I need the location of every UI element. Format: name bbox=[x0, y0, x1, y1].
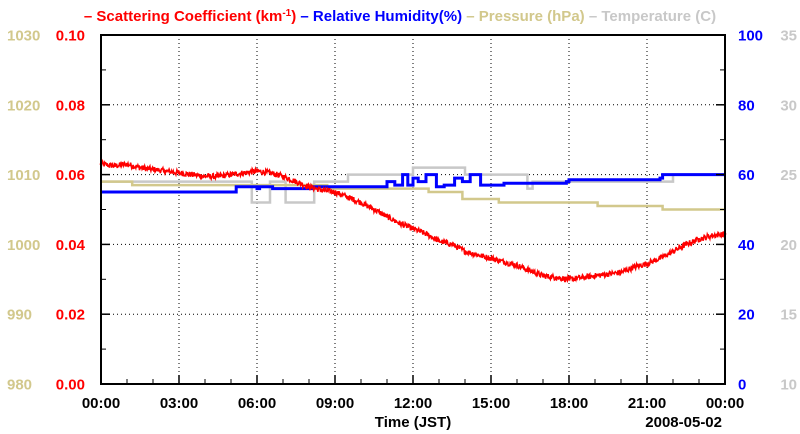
legend: – Scattering Coefficient (km-1) – Relati… bbox=[84, 8, 716, 26]
scattering-point bbox=[320, 189, 324, 192]
scattering-point bbox=[593, 274, 597, 278]
legend-entry: – Scattering Coefficient (km bbox=[84, 8, 282, 25]
scattering-point bbox=[190, 173, 194, 176]
scattering-point bbox=[541, 274, 545, 278]
humidity-axis-tick-label: 100 bbox=[738, 28, 763, 45]
scattering-point bbox=[710, 234, 714, 237]
legend-entry: – Relative Humidity(%) bbox=[296, 8, 462, 25]
date-label: 2008-05-02 bbox=[645, 414, 722, 431]
scattering-point bbox=[502, 260, 506, 264]
scattering-axis-tick-label: 0.06 bbox=[56, 167, 85, 184]
temperature-axis-tick-label: 10 bbox=[780, 377, 797, 394]
scattering-point bbox=[385, 215, 389, 218]
scattering-point bbox=[567, 278, 571, 281]
x-tick-label: 18:00 bbox=[550, 395, 588, 412]
scattering-axis-tick-label: 0.02 bbox=[56, 307, 85, 324]
scattering-axis-tick-label: 0.04 bbox=[56, 237, 86, 254]
scattering-point bbox=[515, 264, 519, 267]
x-tick-label: 21:00 bbox=[628, 395, 666, 412]
humidity-axis-tick-label: 20 bbox=[738, 307, 755, 324]
scattering-axis-tick-label: 0.00 bbox=[56, 377, 85, 394]
scattering-point bbox=[489, 257, 493, 260]
scattering-point bbox=[476, 253, 480, 257]
scattering-point bbox=[528, 269, 532, 272]
plot-area bbox=[99, 158, 727, 284]
x-tick-label: 00:00 bbox=[706, 395, 744, 412]
scattering-point bbox=[619, 271, 623, 274]
scattering-axis-tick-label: 0.10 bbox=[56, 28, 85, 45]
grid bbox=[101, 35, 725, 384]
scattering-point bbox=[112, 164, 116, 168]
scattering-point bbox=[450, 243, 454, 246]
scattering-point bbox=[177, 171, 181, 175]
pressure-axis-tick-label: 990 bbox=[7, 307, 32, 324]
x-tick-label: 06:00 bbox=[238, 395, 276, 412]
scattering-point bbox=[294, 180, 298, 183]
scattering-point bbox=[580, 276, 584, 279]
scattering-axis-tick-label: 0.08 bbox=[56, 97, 85, 114]
x-axis-label: Time (JST) bbox=[375, 414, 451, 431]
scattering-point bbox=[242, 171, 246, 175]
pressure-axis-tick-label: 1020 bbox=[7, 97, 40, 114]
temperature-axis-tick-label: 35 bbox=[780, 28, 797, 45]
x-tick-label: 15:00 bbox=[472, 395, 510, 412]
scattering-point bbox=[437, 239, 441, 243]
scattering-point bbox=[671, 250, 675, 253]
scattering-point bbox=[229, 173, 233, 176]
scattering-point bbox=[411, 227, 415, 230]
scattering-point bbox=[424, 232, 428, 236]
scattering-point bbox=[346, 196, 350, 199]
humidity-axis-tick-label: 0 bbox=[738, 377, 746, 394]
legend-line: – Scattering Coefficient (km-1) – Relati… bbox=[84, 8, 716, 26]
x-tick-label: 03:00 bbox=[160, 395, 198, 412]
scattering-point bbox=[697, 237, 701, 241]
scattering-point bbox=[606, 272, 610, 276]
scattering-point bbox=[216, 175, 220, 178]
scattering-point bbox=[645, 262, 649, 265]
legend-superscript: -1 bbox=[282, 8, 291, 19]
series-relative-humidity bbox=[101, 173, 725, 194]
legend-entry: – Temperature (C) bbox=[585, 8, 716, 25]
scattering-point bbox=[281, 175, 285, 178]
scattering-point bbox=[359, 201, 363, 204]
humidity-axis-tick-label: 80 bbox=[738, 97, 755, 114]
temperature-axis-tick-label: 25 bbox=[780, 167, 797, 184]
scattering-point bbox=[307, 185, 311, 189]
axes: 10301020101010009909800.100.080.060.040.… bbox=[7, 28, 797, 413]
scattering-point bbox=[372, 208, 376, 211]
pressure-axis-tick-label: 1000 bbox=[7, 237, 40, 254]
temperature-axis-tick-label: 20 bbox=[780, 237, 797, 254]
scattering-point bbox=[333, 190, 337, 194]
scattering-point bbox=[463, 250, 467, 253]
scattering-point bbox=[125, 162, 129, 166]
scattering-point bbox=[203, 175, 207, 178]
scattering-point bbox=[255, 169, 259, 173]
temperature-axis-tick-label: 30 bbox=[780, 97, 797, 114]
legend-entry: – Pressure (hPa) bbox=[462, 8, 585, 25]
scattering-point bbox=[138, 166, 142, 169]
x-tick-label: 09:00 bbox=[316, 395, 354, 412]
x-tick-label: 12:00 bbox=[394, 395, 432, 412]
scattering-point bbox=[632, 265, 636, 269]
series-temperature bbox=[101, 166, 725, 204]
scattering-point bbox=[268, 171, 272, 175]
temperature-axis-tick-label: 15 bbox=[780, 307, 797, 324]
series-pressure bbox=[101, 180, 725, 211]
x-tick-label: 00:00 bbox=[82, 395, 120, 412]
scattering-point bbox=[658, 257, 662, 260]
humidity-axis-tick-label: 60 bbox=[738, 167, 755, 184]
scattering-point bbox=[164, 169, 168, 173]
humidity-axis-tick-label: 40 bbox=[738, 237, 755, 254]
legend-entry-tail: ) bbox=[291, 8, 296, 25]
pressure-axis-tick-label: 1030 bbox=[7, 28, 40, 45]
scattering-point bbox=[684, 243, 688, 246]
scattering-point bbox=[398, 222, 402, 225]
pressure-axis-tick-label: 980 bbox=[7, 377, 32, 394]
scattering-point bbox=[554, 276, 558, 279]
pressure-axis-tick-label: 1010 bbox=[7, 167, 40, 184]
scattering-point bbox=[151, 168, 155, 171]
